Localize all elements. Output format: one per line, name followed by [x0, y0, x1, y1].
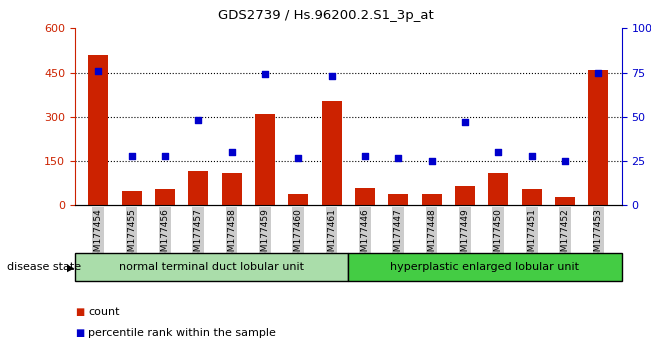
Point: [326, 73, 337, 79]
Point: [360, 153, 370, 159]
Text: count: count: [88, 307, 119, 316]
Point: [193, 118, 204, 123]
Point: [293, 155, 303, 160]
Text: ■: ■: [75, 328, 84, 338]
Bar: [255, 114, 275, 205]
Point: [126, 153, 137, 159]
Bar: [322, 101, 342, 205]
Point: [460, 119, 470, 125]
Bar: [388, 194, 408, 205]
Bar: [355, 188, 375, 205]
Bar: [188, 171, 208, 205]
Point: [426, 158, 437, 164]
Bar: [221, 173, 242, 205]
Bar: [122, 190, 141, 205]
Text: ▶: ▶: [66, 262, 74, 272]
Point: [560, 158, 570, 164]
Point: [493, 149, 503, 155]
Bar: [488, 173, 508, 205]
Point: [159, 153, 170, 159]
Text: disease state: disease state: [7, 262, 81, 272]
Text: hyperplastic enlarged lobular unit: hyperplastic enlarged lobular unit: [391, 262, 579, 272]
Bar: [422, 194, 441, 205]
Bar: [455, 186, 475, 205]
Bar: [521, 189, 542, 205]
Point: [227, 149, 237, 155]
Bar: [88, 55, 108, 205]
Text: normal terminal duct lobular unit: normal terminal duct lobular unit: [119, 262, 304, 272]
Point: [393, 155, 404, 160]
Text: percentile rank within the sample: percentile rank within the sample: [88, 328, 276, 338]
Point: [260, 72, 270, 77]
Bar: [589, 70, 609, 205]
Bar: [155, 189, 175, 205]
Point: [527, 153, 537, 159]
Bar: [555, 197, 575, 205]
Text: ■: ■: [75, 307, 84, 316]
Point: [593, 70, 603, 75]
Bar: [288, 194, 309, 205]
Point: [93, 68, 104, 74]
Text: GDS2739 / Hs.96200.2.S1_3p_at: GDS2739 / Hs.96200.2.S1_3p_at: [217, 9, 434, 22]
